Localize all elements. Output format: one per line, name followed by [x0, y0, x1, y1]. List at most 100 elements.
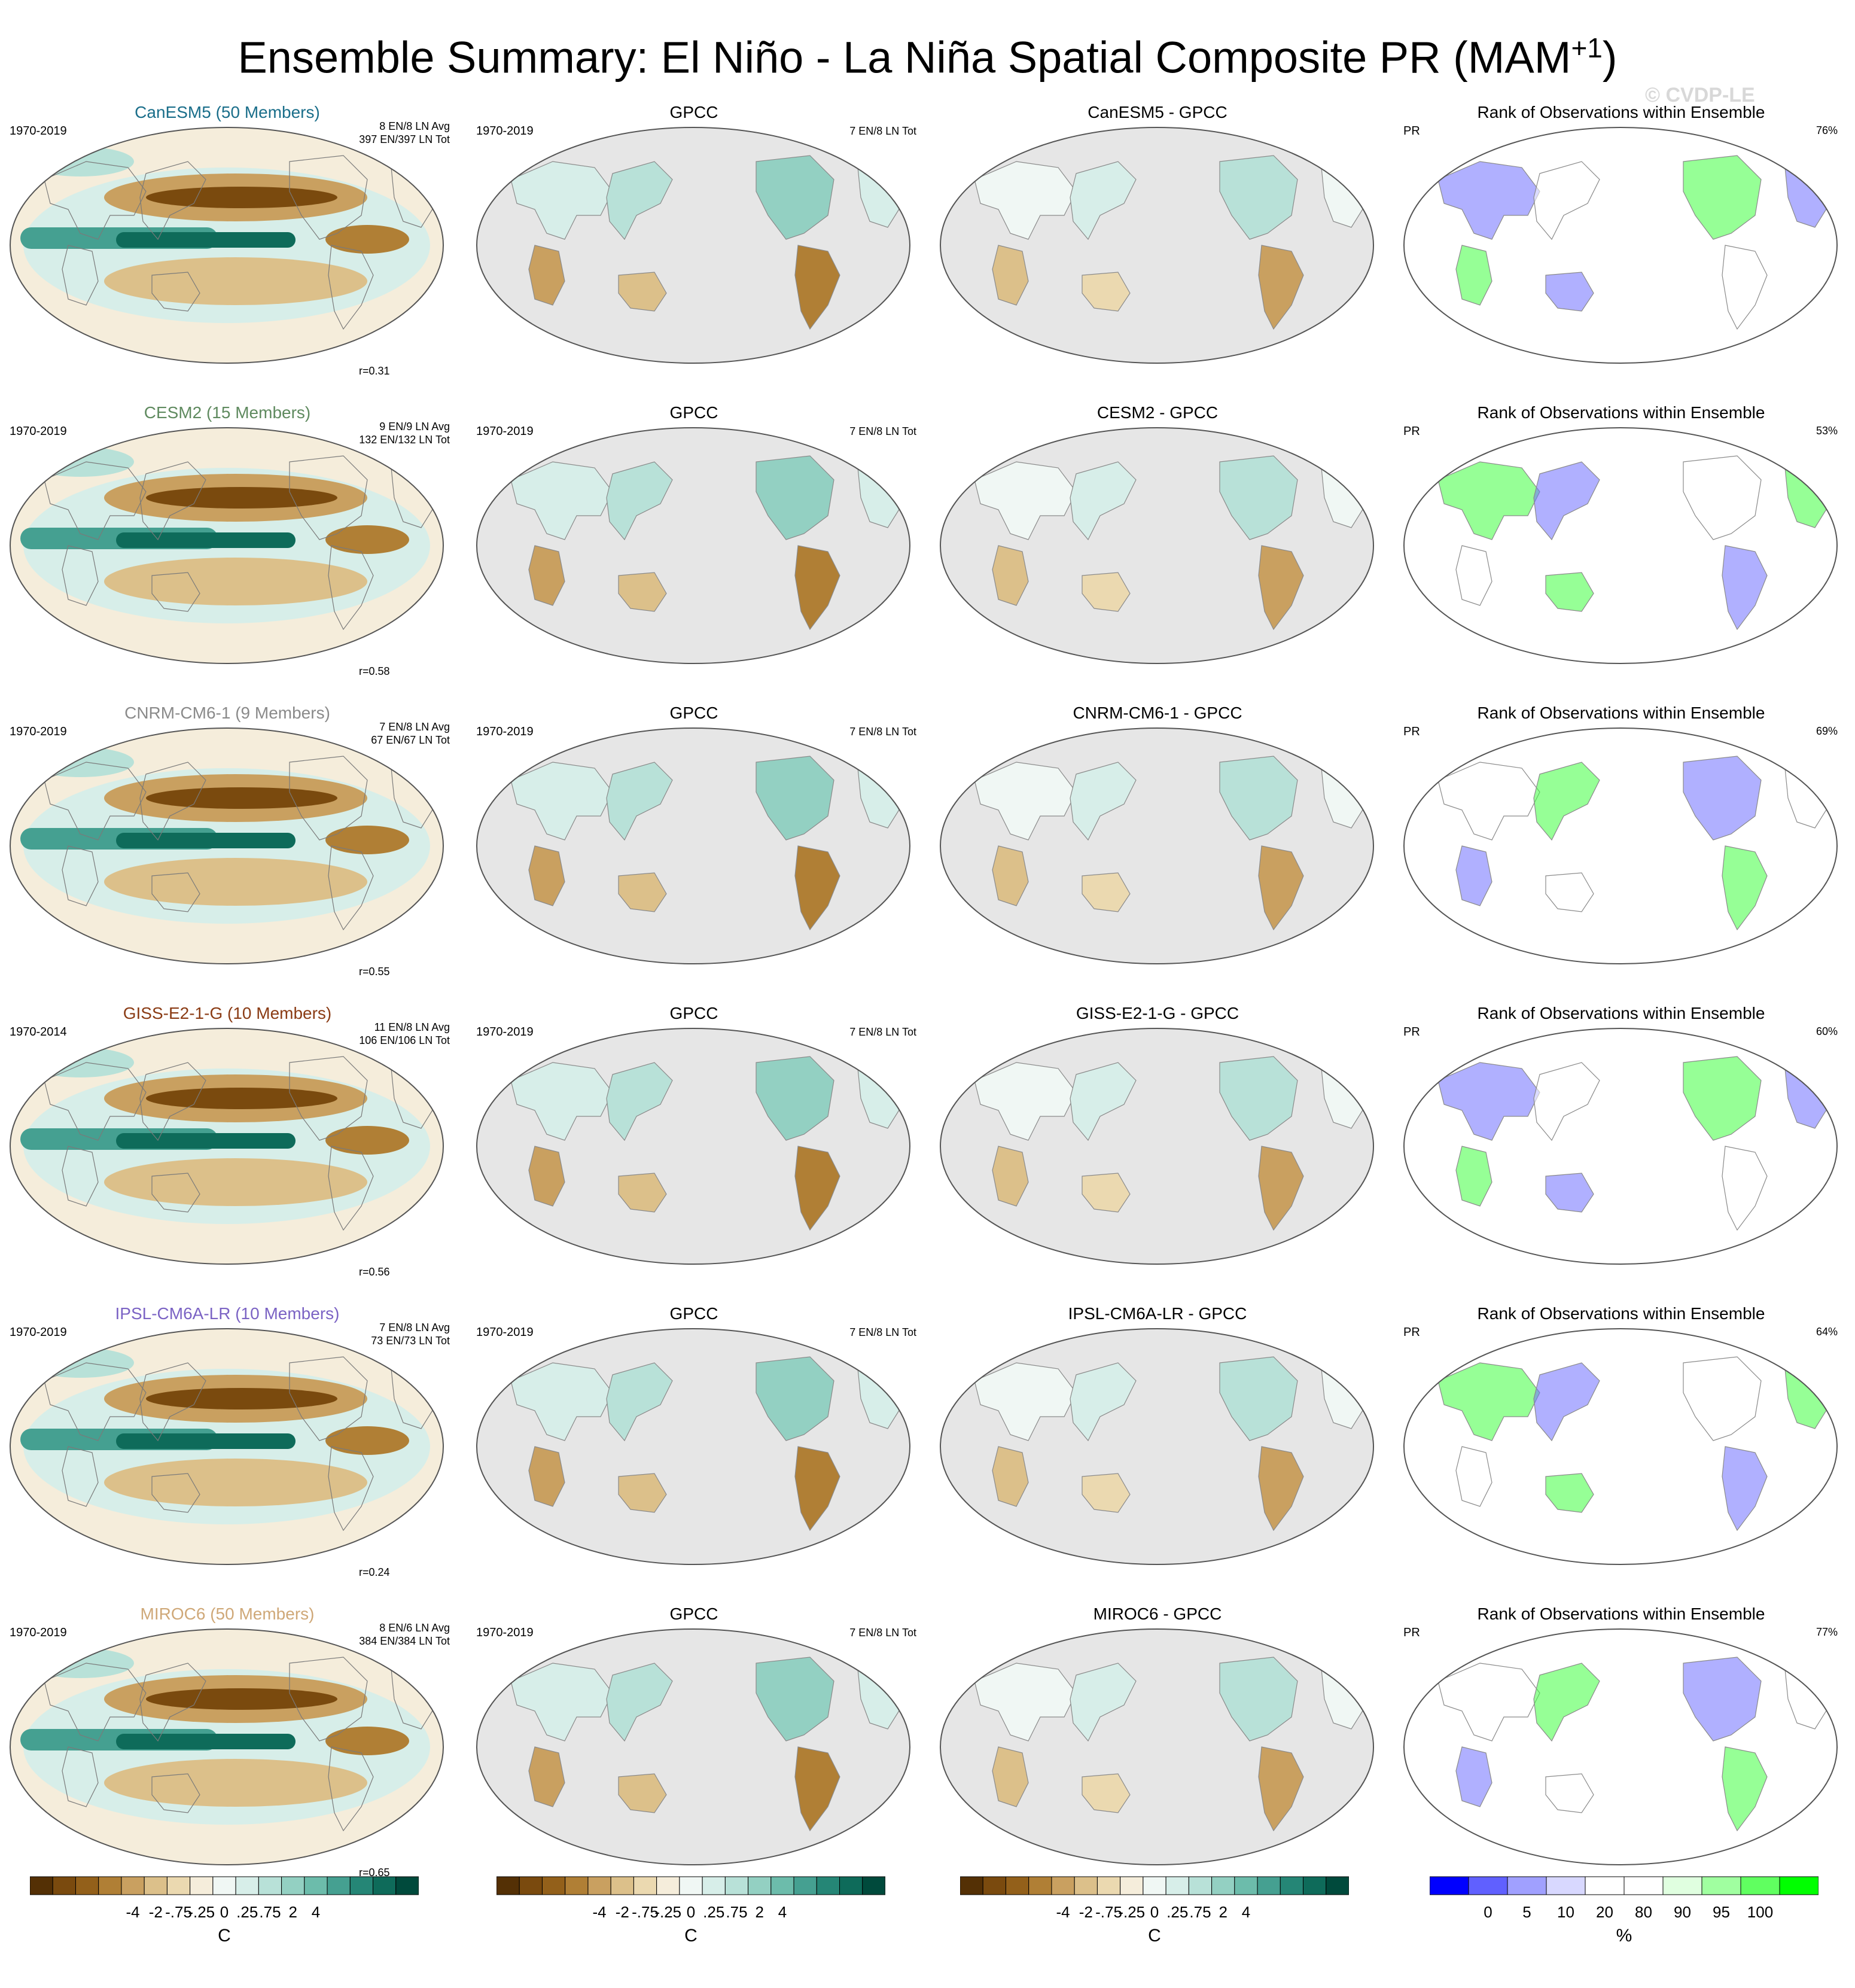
panel-rank-GISS-E2-1-G: Rank of Observations within Ensemble PR 60…: [1394, 1003, 1848, 1296]
panel-years: 1970-2019: [476, 425, 534, 438]
panel-obs: GPCC 1970-2019 7 EN/8 LN Tot: [467, 1603, 921, 1896]
map-diff: [940, 127, 1374, 364]
colorbar-tick: -2: [615, 1903, 629, 1921]
colorbar-tick: 95: [1713, 1903, 1730, 1921]
colorbar-swatch: [1507, 1876, 1547, 1895]
colorbar-swatch: [349, 1876, 374, 1895]
colorbar-tick: -.75: [1095, 1903, 1122, 1921]
panel-diff-IPSL-CM6A-LR: IPSL-CM6A-LR - GPCC: [930, 1303, 1385, 1596]
panel-info: 7 EN/8 LN Avg 67 EN/67 LN Tot: [371, 720, 450, 747]
colorbar-swatch: [1546, 1876, 1586, 1895]
colorbar-unit: C: [1148, 1926, 1161, 1946]
panel-info: 8 EN/6 LN Avg 384 EN/384 LN Tot: [359, 1621, 450, 1648]
main-title: Ensemble Summary: El Niño - La Niña Spat…: [237, 32, 1618, 83]
colorbar-tick: 0: [1150, 1903, 1159, 1921]
map-diff: [940, 1328, 1374, 1565]
colorbar-swatch: [1143, 1876, 1166, 1895]
colorbar-tick: 90: [1674, 1903, 1691, 1921]
panel-obs: GPCC 1970-2019 7 EN/8 LN Tot: [467, 702, 921, 995]
pattern-correlation: r=0.56: [359, 1266, 390, 1278]
colorbar-tick: 4: [1241, 1903, 1251, 1921]
colorbar-swatch: [1585, 1876, 1625, 1895]
colorbar-swatch: [190, 1876, 214, 1895]
colorbar-unit: C: [684, 1926, 697, 1946]
panel-model-MIROC6: MIROC6 (50 Members) 1970-2019 8 EN/6 LN Av…: [0, 1603, 455, 1896]
panel-title-diff: IPSL-CM6A-LR - GPCC: [1068, 1304, 1247, 1323]
colorbar-unit: C: [218, 1926, 231, 1946]
map-model: [10, 127, 444, 364]
panel-info-tot: 397 EN/397 LN Tot: [359, 133, 450, 145]
panel-variable: PR: [1403, 124, 1420, 138]
colorbar-swatch: [1096, 1876, 1121, 1895]
colorbar-swatch: [121, 1876, 145, 1895]
map-diff: [940, 427, 1374, 664]
colorbar-tick: 0: [686, 1903, 696, 1921]
watermark: © CVDP-LE: [1645, 84, 1755, 106]
colorbar-tick: .25: [236, 1903, 258, 1921]
panel-title-rank: Rank of Observations within Ensemble: [1477, 403, 1765, 422]
colorbar-unit: %: [1616, 1926, 1632, 1946]
map-obs: [476, 127, 910, 364]
map-rank: [1403, 1028, 1838, 1265]
panel-info: 11 EN/8 LN Avg 106 EN/106 LN Tot: [359, 1021, 450, 1047]
panel-percent: 60%: [1816, 1025, 1838, 1037]
colorbar-swatch: [304, 1876, 328, 1895]
panel-info-tot: 7 EN/8 LN Tot: [849, 425, 916, 437]
colorbar-tick: -2: [1079, 1903, 1093, 1921]
panel-title-diff: GISS-E2-1-G - GPCC: [1076, 1004, 1239, 1022]
colorbar-tick: -4: [1056, 1903, 1070, 1921]
colorbar-swatch: [587, 1876, 611, 1895]
colorbar-swatch: [679, 1876, 703, 1895]
panel-model-CanESM5: CanESM5 (50 Members) 1970-2019 8 EN/8 LN A…: [0, 102, 455, 395]
colorbar-tick: 4: [778, 1903, 787, 1921]
panel-model-CESM2: CESM2 (15 Members) 1970-2019 9 EN/9 LN Avg…: [0, 402, 455, 695]
colorbar-swatch: [770, 1876, 794, 1895]
panel-info: 7 EN/8 LN Tot: [849, 1626, 916, 1639]
panel-info-tot: 106 EN/106 LN Tot: [359, 1034, 450, 1046]
map-model: [10, 727, 444, 964]
panel-info-tot: 7 EN/8 LN Tot: [849, 1627, 916, 1639]
colorbar-tick: .75: [726, 1903, 748, 1921]
colorbar-swatch: [235, 1876, 259, 1895]
map-diff: [940, 1628, 1374, 1865]
panel-years: 1970-2019: [476, 1326, 534, 1339]
colorbar-tick: 20: [1596, 1903, 1613, 1921]
colorbar-swatch: [862, 1876, 886, 1895]
colorbar-swatch: [1005, 1876, 1029, 1895]
map-obs: [476, 1328, 910, 1565]
panel-title-rank: Rank of Observations within Ensemble: [1477, 1004, 1765, 1022]
panel-variable: PR: [1403, 425, 1420, 438]
colorbar-swatch: [633, 1876, 657, 1895]
colorbar-swatch: [1662, 1876, 1702, 1895]
colorbar-tick: -.25: [654, 1903, 682, 1921]
panel-variable: PR: [1403, 1025, 1420, 1039]
panel-obs: GPCC 1970-2019 7 EN/8 LN Tot: [467, 1003, 921, 1296]
colorbar-tick: 2: [755, 1903, 764, 1921]
panel-obs: GPCC 1970-2019 7 EN/8 LN Tot: [467, 102, 921, 395]
panel-model-GISS-E2-1-G: GISS-E2-1-G (10 Members) 1970-2014 11 EN/8…: [0, 1003, 455, 1296]
colorbar-swatch: [724, 1876, 749, 1895]
colorbar-swatch: [1051, 1876, 1075, 1895]
colorbar-swatch: [1429, 1876, 1469, 1895]
panel-info: 7 EN/8 LN Tot: [849, 1025, 916, 1039]
colorbar-model-swatches: [29, 1876, 419, 1895]
panel-info-tot: 132 EN/132 LN Tot: [359, 434, 450, 446]
panel-title-diff: CNRM-CM6-1 - GPCC: [1073, 704, 1242, 722]
colorbar-swatch: [982, 1876, 1006, 1895]
colorbar-tick: -.75: [165, 1903, 192, 1921]
panel-years: 1970-2019: [10, 1626, 67, 1639]
panel-info-tot: 73 EN/73 LN Tot: [371, 1335, 450, 1347]
colorbar-swatch: [1257, 1876, 1281, 1895]
pattern-correlation: r=0.65: [359, 1867, 390, 1879]
colorbar-tick: 10: [1557, 1903, 1574, 1921]
map-obs: [476, 1028, 910, 1265]
panel-info: 7 EN/8 LN Tot: [849, 725, 916, 738]
map-model: [10, 1628, 444, 1865]
panel-title-model: MIROC6 (50 Members): [140, 1605, 315, 1623]
panel-title-diff: CanESM5 - GPCC: [1088, 103, 1227, 121]
panel-title-model: IPSL-CM6A-LR (10 Members): [115, 1304, 340, 1323]
colorbar-swatch: [565, 1876, 589, 1895]
panel-title-obs: GPCC: [669, 1304, 718, 1323]
panel-diff-CNRM-CM6-1: CNRM-CM6-1 - GPCC: [930, 702, 1385, 995]
colorbar-tick: 100: [1747, 1903, 1774, 1921]
